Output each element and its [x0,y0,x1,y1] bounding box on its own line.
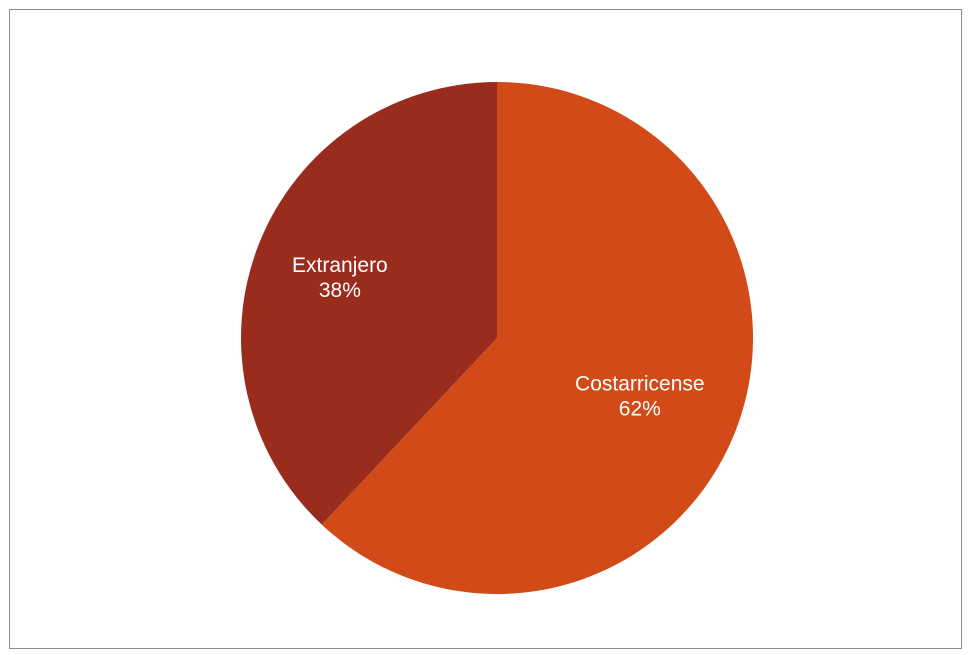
pie-slice-extranjero [241,82,497,525]
data-label-percent: 62% [619,398,661,421]
data-label-extranjero: Extranjero 38% [292,254,388,302]
data-label-costarricense: Costarricense 62% [575,373,705,421]
data-label-category: Extranjero [292,254,388,277]
data-label-percent: 38% [319,279,361,302]
data-label-category: Costarricense [575,373,705,396]
pie-slice-costarricense [321,82,753,594]
pie-slices [241,82,753,594]
pie-labels: Costarricense 62% Extranjero 38% [292,254,705,421]
